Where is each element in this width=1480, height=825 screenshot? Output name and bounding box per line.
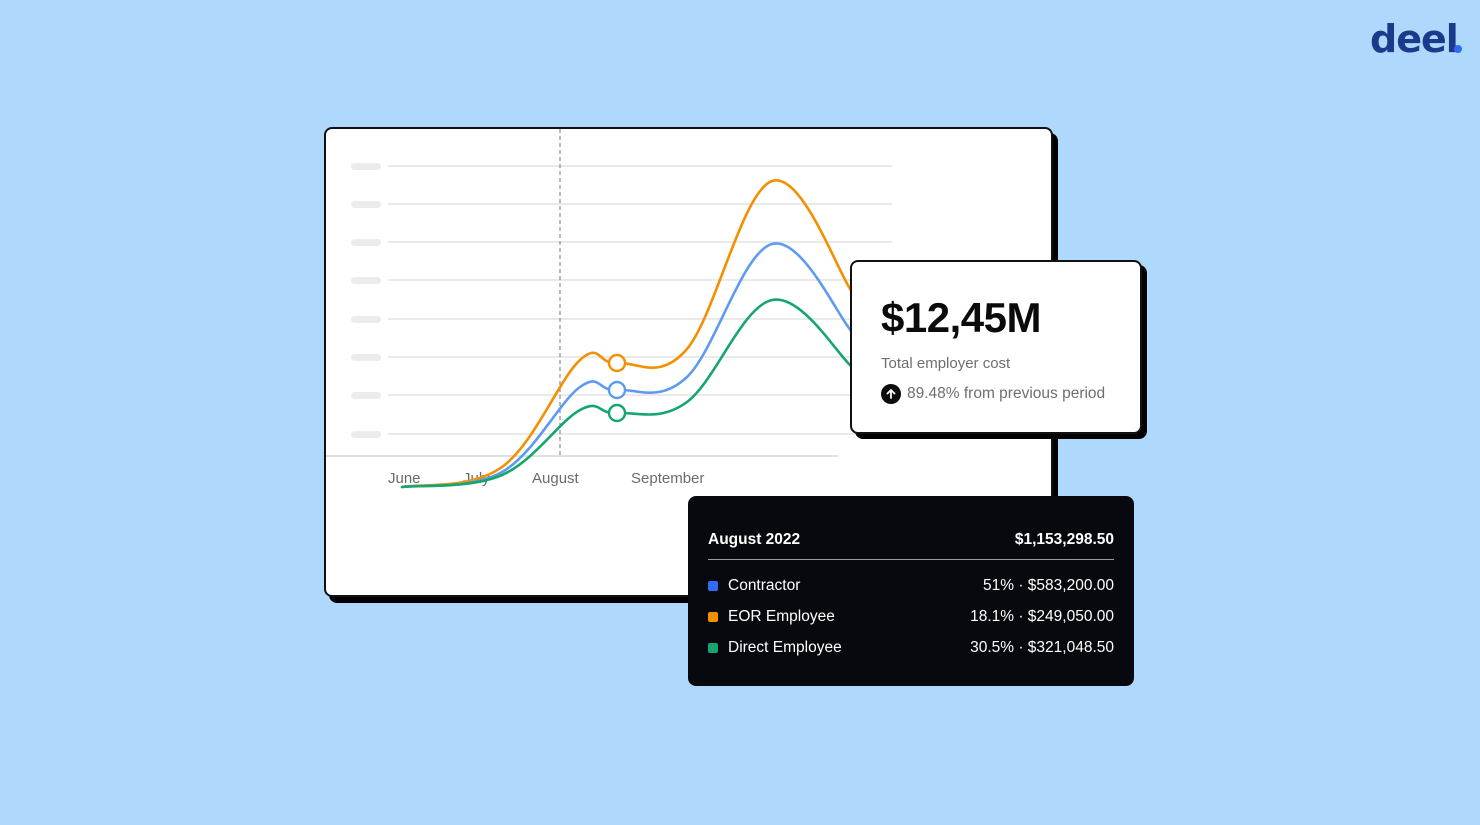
x-tick-label: June — [388, 470, 421, 487]
arrow-up-icon — [881, 384, 901, 404]
series-marker-contractor — [607, 380, 627, 400]
y-tick-placeholder — [351, 277, 381, 284]
tooltip-row-value: 51% · $583,200.00 — [983, 576, 1114, 594]
chart-tooltip: August 2022 $1,153,298.50 Contractor 51%… — [688, 496, 1134, 686]
kpi-change: 89.48% from previous period — [881, 384, 1105, 404]
chart-grid — [388, 165, 892, 435]
deel-logo: deel — [1370, 17, 1462, 61]
kpi-label: Total employer cost — [881, 355, 1011, 372]
y-axis-placeholder-labels — [351, 163, 381, 438]
tooltip-row-contractor: Contractor 51% · $583,200.00 — [708, 570, 1114, 601]
tooltip-row-value: 30.5% · $321,048.50 — [970, 638, 1114, 656]
line-chart: June July August September — [326, 129, 892, 489]
eor-swatch — [708, 611, 718, 622]
kpi-change-text: 89.48% from previous period — [907, 385, 1106, 402]
tooltip-row-label: Direct Employee — [728, 638, 842, 656]
y-tick-placeholder — [351, 239, 381, 246]
tooltip-period: August 2022 — [708, 530, 801, 548]
contractor-swatch — [708, 580, 718, 591]
y-tick-placeholder — [351, 316, 381, 323]
tooltip-row-eor: EOR Employee 18.1% · $249,050.00 — [708, 601, 1114, 632]
y-tick-placeholder — [351, 163, 381, 170]
direct-swatch — [708, 642, 718, 653]
tooltip-header: August 2022 $1,153,298.50 — [708, 496, 1114, 560]
tooltip-row-label: EOR Employee — [728, 607, 835, 625]
y-tick-placeholder — [351, 392, 381, 399]
tooltip-total: $1,153,298.50 — [1014, 530, 1114, 548]
series-line-eor — [400, 179, 854, 489]
tooltip-rows: Contractor 51% · $583,200.00 EOR Employe… — [708, 560, 1114, 663]
x-tick-label: September — [631, 470, 704, 487]
y-tick-placeholder — [351, 431, 381, 438]
kpi-card: $12,45M Total employer cost 89.48% from … — [850, 260, 1142, 434]
tooltip-row-value: 18.1% · $249,050.00 — [970, 607, 1114, 625]
kpi-value: $12,45M — [881, 294, 1041, 341]
logo-dot — [1454, 45, 1462, 53]
x-axis-ticks: June July August September — [388, 470, 704, 487]
series-markers — [607, 353, 627, 423]
y-tick-placeholder — [351, 354, 381, 361]
series-lines — [400, 179, 854, 489]
series-line-direct — [400, 298, 854, 489]
tooltip-row-label: Contractor — [728, 576, 801, 594]
logo-text: deel — [1370, 17, 1458, 61]
y-tick-placeholder — [351, 201, 381, 208]
tooltip-row-direct: Direct Employee 30.5% · $321,048.50 — [708, 632, 1114, 663]
series-marker-eor — [607, 353, 627, 373]
x-tick-label: August — [532, 470, 580, 487]
series-marker-direct — [607, 403, 627, 423]
